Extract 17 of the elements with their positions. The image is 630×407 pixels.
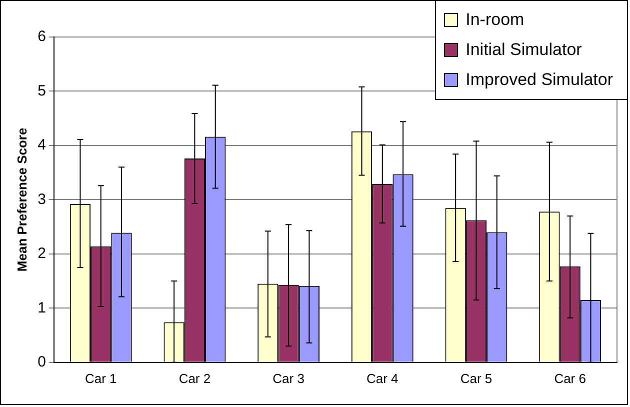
y-tick-label: 4 xyxy=(38,136,46,154)
x-tick-label: Car 6 xyxy=(554,370,586,386)
y-axis-title: Mean Preference Score xyxy=(14,128,30,272)
legend-label: Initial Simulator xyxy=(466,39,582,61)
legend-label: In-room xyxy=(466,9,524,31)
x-tick-label: Car 5 xyxy=(460,370,492,386)
y-tick-label: 6 xyxy=(38,28,46,46)
x-tick-label: Car 3 xyxy=(272,370,304,386)
x-tick-label: Car 2 xyxy=(178,370,211,386)
x-tick-label: Car 1 xyxy=(84,370,117,386)
x-tick-label: Car 4 xyxy=(366,370,398,386)
y-tick-label: 3 xyxy=(38,190,46,208)
y-tick-label: 2 xyxy=(38,245,46,262)
legend-label: Improved Simulator xyxy=(466,69,613,91)
y-tick-label: 0 xyxy=(38,354,46,371)
y-tick-label: 1 xyxy=(38,299,46,316)
y-tick-label: 5 xyxy=(38,82,46,100)
